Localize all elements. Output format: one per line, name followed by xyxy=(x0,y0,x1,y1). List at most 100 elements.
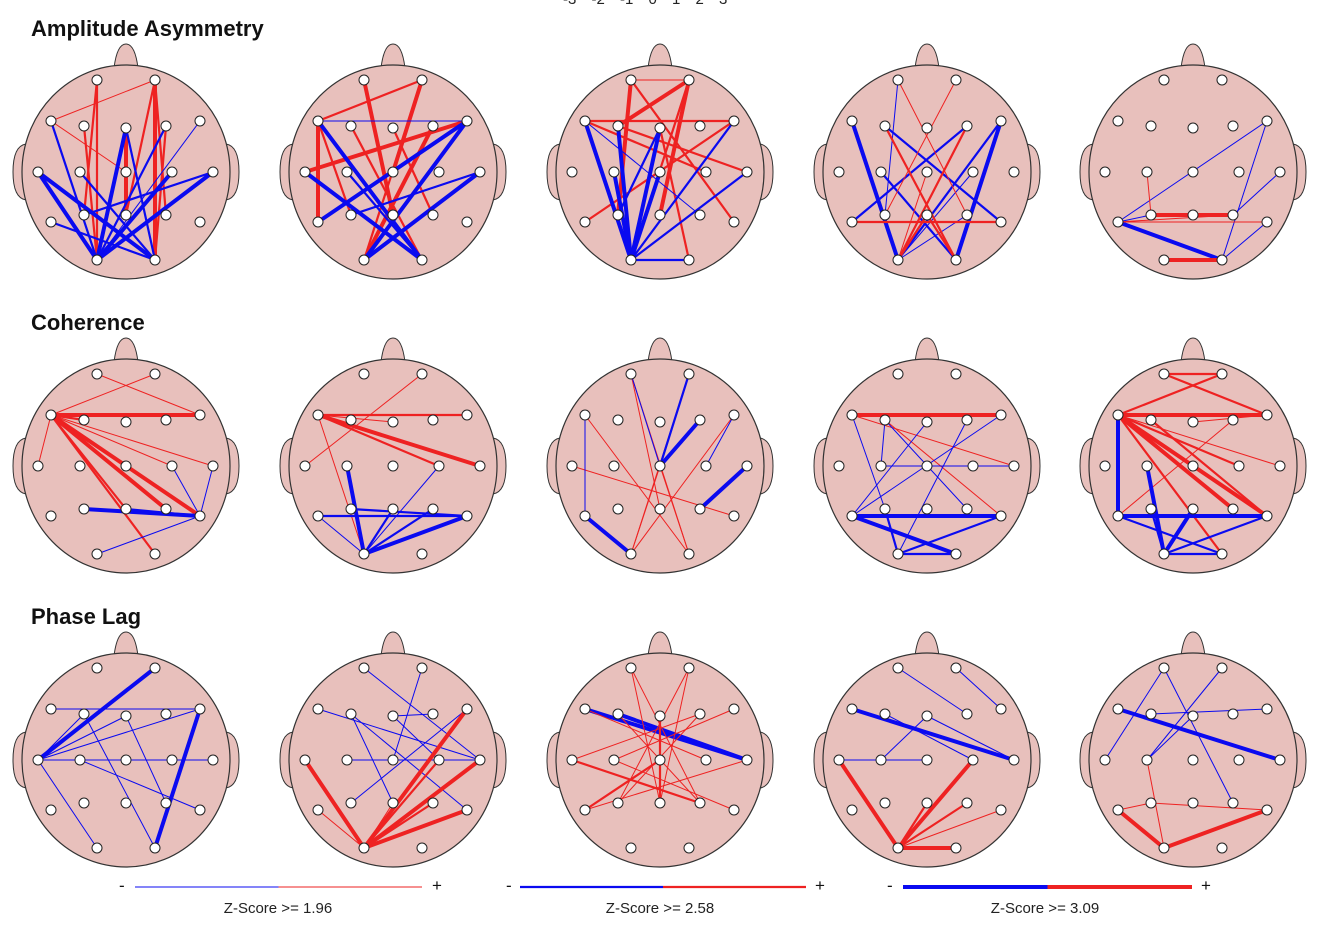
electrode-F4 xyxy=(961,414,973,426)
nose-icon xyxy=(914,337,940,363)
connection-F7-T4 xyxy=(851,414,1015,467)
electrode-C4 xyxy=(700,460,712,472)
connection-F3-O1 xyxy=(616,124,633,262)
connection-F7-Cz xyxy=(50,120,127,173)
electrode-Pz xyxy=(120,797,132,809)
electrode-Fp1 xyxy=(91,662,103,674)
connection-Fp2-F7 xyxy=(316,78,424,123)
electrode-Fz xyxy=(387,122,399,134)
electrode-T5 xyxy=(1112,510,1124,522)
connection-Fp1-F8 xyxy=(1162,372,1269,417)
electrode-F8 xyxy=(461,703,473,715)
electrode-T5 xyxy=(312,804,324,816)
electrode-P4 xyxy=(427,797,439,809)
electrode-Cz xyxy=(387,754,399,766)
connection-P3-T6 xyxy=(1150,802,1268,811)
electrode-T3 xyxy=(299,460,311,472)
electrode-T3 xyxy=(1099,754,1111,766)
electrode-C4 xyxy=(967,460,979,472)
electrode-Fp1 xyxy=(625,74,637,86)
electrode-C3 xyxy=(875,166,887,178)
electrode-F3 xyxy=(78,414,90,426)
electrode-Cz xyxy=(654,460,666,472)
nose-icon xyxy=(113,43,139,69)
connection-O1-C4 xyxy=(95,170,174,262)
electrode-F3 xyxy=(612,708,624,720)
electrode-P4 xyxy=(160,503,172,515)
connection-F7-F3 xyxy=(49,413,86,422)
electrode-P4 xyxy=(961,209,973,221)
electrode-T4 xyxy=(207,754,219,766)
electrode-Fz xyxy=(1187,122,1199,134)
connection-O1-Pz xyxy=(896,801,929,850)
nose-icon xyxy=(914,631,940,657)
electrode-T4 xyxy=(741,166,753,178)
electrode-C4 xyxy=(433,166,445,178)
electrode-Pz xyxy=(654,797,666,809)
electrode-Fp1 xyxy=(625,368,637,380)
electrode-T6 xyxy=(1261,510,1273,522)
electrode-F7 xyxy=(846,115,858,127)
electrode-F7 xyxy=(45,409,57,421)
connection-F8-O2 xyxy=(954,119,1003,262)
electrode-Pz xyxy=(921,797,933,809)
electrode-Fp1 xyxy=(358,74,370,86)
connection-F7-O2 xyxy=(316,119,424,262)
nose-icon xyxy=(647,631,673,657)
connection-O1-F8 xyxy=(362,707,469,850)
electrode-F7 xyxy=(312,409,324,421)
electrode-F7 xyxy=(1112,115,1124,127)
connection-C3-O2 xyxy=(879,170,958,262)
electrode-P4 xyxy=(1227,797,1239,809)
connection-F7-T4 xyxy=(1116,707,1282,762)
electrode-Cz xyxy=(921,754,933,766)
electrode-P3 xyxy=(78,797,90,809)
electrode-Fp1 xyxy=(91,74,103,86)
connection-F7-C4 xyxy=(316,413,441,468)
connection-C4-O1 xyxy=(897,171,974,261)
electrode-Fp1 xyxy=(358,662,370,674)
electrode-Fp1 xyxy=(1158,662,1170,674)
electrode-T5 xyxy=(312,510,324,522)
connection-F4-Fz xyxy=(392,713,434,717)
electrode-F8 xyxy=(995,703,1007,715)
electrode-Fp2 xyxy=(683,662,695,674)
connection-F7-T4 xyxy=(316,413,482,468)
electrode-C3 xyxy=(341,460,353,472)
connection-Fz-P4 xyxy=(391,126,435,217)
electrode-O1 xyxy=(1158,842,1170,854)
connection-F7-C4 xyxy=(583,119,708,174)
connection-F4-O2 xyxy=(153,124,168,262)
electrode-P3 xyxy=(1145,503,1157,515)
nose-icon xyxy=(113,631,139,657)
connection-T3-Fz xyxy=(37,715,127,761)
connection-T5-P3 xyxy=(1117,214,1152,223)
legend-1-label: Z-Score >= 1.96 xyxy=(223,900,333,917)
electrode-T4 xyxy=(741,754,753,766)
electrode-F4 xyxy=(694,708,706,720)
connection-O1-T6 xyxy=(362,514,469,556)
electrode-Fp1 xyxy=(892,662,904,674)
electrode-O1 xyxy=(625,548,637,560)
connection-F8-O2 xyxy=(1221,120,1268,261)
electrode-T5 xyxy=(1112,216,1124,228)
electrode-T5 xyxy=(45,216,57,228)
electrode-T3 xyxy=(833,460,845,472)
connection-Fz-T5 xyxy=(851,421,928,517)
electrode-C4 xyxy=(166,166,178,178)
connection-C3-T6 xyxy=(79,759,201,811)
connection-O1-T5 xyxy=(1116,808,1166,850)
electrode-Fz xyxy=(387,416,399,428)
connection-T5-O2 xyxy=(1116,514,1224,556)
electrode-F8 xyxy=(728,409,740,421)
connection-T5-P4 xyxy=(1117,214,1234,223)
connection-Fp1-T4 xyxy=(363,667,481,761)
electrode-C3 xyxy=(608,166,620,178)
electrode-Pz xyxy=(921,503,933,515)
electrode-F8 xyxy=(1261,409,1273,421)
legend-2-minus: - xyxy=(506,876,512,895)
electrode-Fz xyxy=(120,122,132,134)
connection-Fp2-P3 xyxy=(884,79,957,216)
connection-Pz-F3 xyxy=(350,713,394,804)
electrode-Cz xyxy=(654,754,666,766)
